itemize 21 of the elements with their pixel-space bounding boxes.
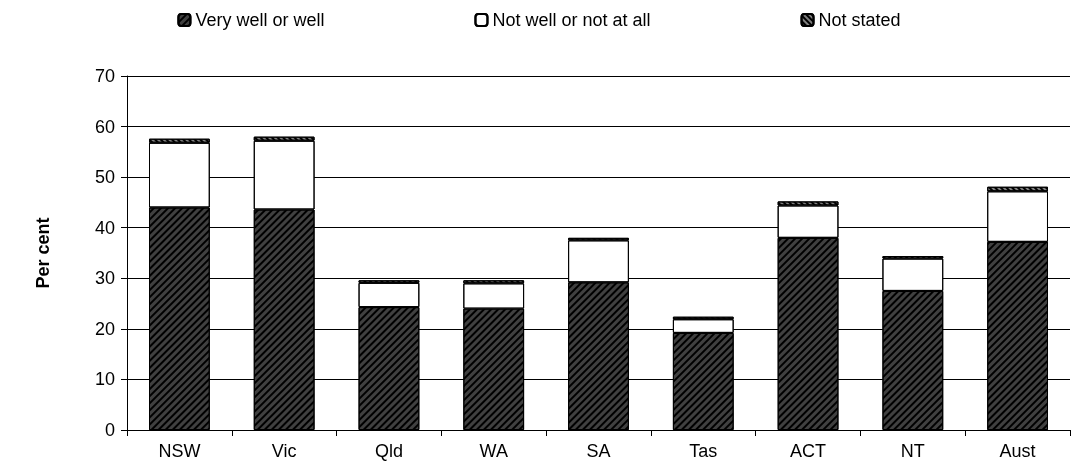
y-axis-title: Per cent	[33, 217, 53, 289]
y-tick-label: 50	[94, 167, 115, 188]
x-tick-label: Tas	[689, 441, 718, 461]
y-tick-label: 0	[104, 420, 115, 440]
y-tick-label: 10	[94, 369, 115, 390]
x-tick-label: NSW	[158, 441, 201, 461]
x-tick-label: NT	[900, 441, 925, 461]
x-tick-label: Aust	[999, 441, 1036, 461]
legend-label: Not well or not at all	[492, 10, 651, 30]
x-tick-label: Qld	[374, 441, 403, 461]
legend-label: Not stated	[818, 10, 901, 30]
y-tick-label: 70	[94, 66, 115, 86]
y-tick-label: 60	[94, 116, 115, 137]
x-tick-label: WA	[479, 441, 508, 461]
y-tick-label: 40	[94, 217, 115, 238]
legend-label: Very well or well	[195, 10, 325, 30]
x-tick-label: SA	[586, 441, 611, 461]
y-tick-label: 30	[94, 268, 115, 289]
x-tick-label: Vic	[271, 441, 297, 461]
y-tick-label: 20	[94, 318, 115, 339]
x-tick-label: ACT	[790, 441, 827, 461]
